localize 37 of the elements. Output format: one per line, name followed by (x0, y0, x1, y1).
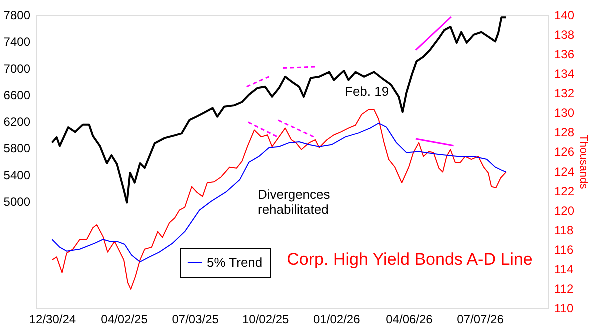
y2-tick-label: 140 (554, 8, 575, 22)
y2-tick-label: 128 (554, 126, 575, 140)
y2-tick-label: 134 (554, 67, 575, 82)
y-tick-label: 6200 (4, 115, 31, 130)
text: Corp. High Yield Bonds A-D Line (287, 250, 533, 269)
annotation: Divergences rehabilitated (258, 187, 331, 217)
y-tick-label: 5000 (4, 194, 31, 209)
line-series (51, 16, 508, 204)
x-tick-label: 12/30/24 (29, 312, 76, 326)
x-tick-label: 04/02/25 (101, 312, 148, 326)
y-tick-label: 6600 (4, 88, 31, 102)
y2-tick-label: 116 (554, 242, 574, 257)
x-tick-label: 07/07/26 (457, 312, 504, 326)
y2-tick-label: 110 (554, 302, 574, 316)
y-tick-label: 7800 (4, 8, 31, 22)
y2-tick-label: 112 (554, 282, 574, 296)
annotation: Feb. 19 (345, 84, 390, 99)
y2-tick-label: 132 (554, 86, 575, 101)
y2-axis-title: Thousands (578, 134, 590, 190)
y2-tick-label: 136 (554, 48, 575, 62)
y2-tick-label: 122 (554, 184, 575, 198)
y-tick-label: 5800 (4, 142, 31, 156)
y2-tick-label: 126 (554, 145, 575, 160)
x-tick-label: 10/02/25 (242, 312, 290, 326)
x-tick-label: 07/03/25 (172, 312, 220, 326)
y-tick-label: 7400 (4, 35, 31, 50)
y2-tick-label: 124 (554, 164, 575, 179)
legend-label: 5% Trend (207, 255, 263, 270)
y-tick-label: 5400 (4, 168, 31, 182)
y2-tick-label: 118 (554, 223, 574, 238)
y2-tick-label: 120 (554, 204, 575, 218)
y-tick-label: 7000 (4, 62, 31, 76)
x-tick-label: 04/06/26 (386, 312, 434, 326)
y2-tick-label: 138 (554, 28, 575, 42)
y2-tick-label: 114 (554, 262, 574, 276)
y2-tick-label: 130 (554, 106, 575, 120)
x-tick-label: 01/02/26 (314, 312, 361, 326)
